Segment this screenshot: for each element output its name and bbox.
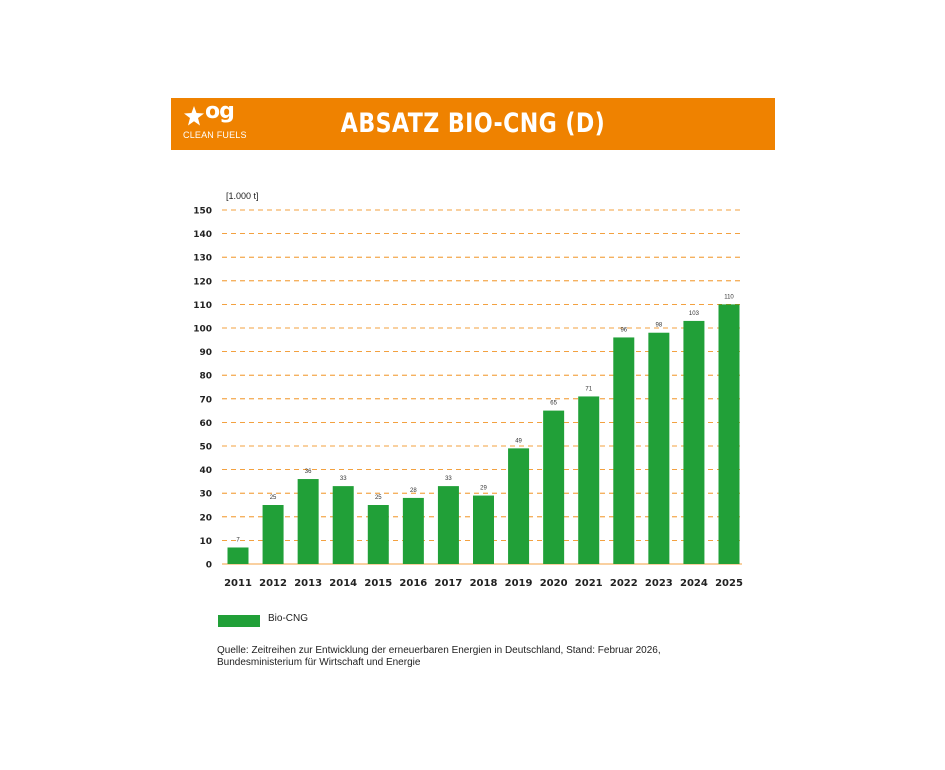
bar-2011 [227,547,249,564]
y-tick-label: 70 [199,395,212,405]
y-unit-label: [1.000 t] [226,191,259,201]
x-tick-label: 2015 [364,578,392,589]
x-tick-label: 2024 [680,578,708,589]
x-tick-label: 2011 [224,578,252,589]
header-banner: og CLEAN FUELS ABSATZ BIO-CNG (D) [171,98,775,150]
x-tick-label: 2018 [470,578,498,589]
og-clean-fuels-logo: og CLEAN FUELS [183,99,253,145]
bar-2024 [683,320,705,564]
y-tick-label: 140 [193,230,212,240]
y-tick-label: 130 [193,254,212,264]
bar-2017 [437,486,459,564]
bar-2013 [297,479,319,564]
bar-2022 [613,337,635,564]
page-title: ABSATZ BIO-CNG (D) [340,108,606,139]
source-note: Quelle: Zeitreihen zur Entwicklung der e… [217,645,737,669]
source-line-2: Bundesministerium für Wirtschaft und Ene… [217,657,421,668]
y-tick-label: 80 [199,372,212,382]
legend-swatch-bio-cng [218,615,260,627]
bar-2023 [648,332,670,564]
y-tick-label: 90 [199,348,212,358]
data-label: 36 [305,469,312,475]
x-tick-label: 2020 [540,578,568,589]
data-label: 71 [585,386,592,392]
y-tick-label: 150 [193,207,212,217]
data-label: 25 [270,495,277,501]
bar-2014 [332,486,354,564]
x-tick-label: 2019 [505,578,533,589]
bar-2018 [473,495,494,564]
y-axis-ticks: 0 10 20 30 40 50 60 70 80 90 100 110 120 130 140 150 [193,207,212,571]
logo-wordmark: og [205,99,235,124]
x-tick-label: 2013 [294,578,322,589]
x-axis-ticks: 2011 2012 2013 2014 2015 2016 2017 2018 2019 2020… [224,578,743,589]
data-labels: 7 25 36 33 25 28 33 29 49 65 71 96 98 103 110 [236,294,734,543]
bar-2021 [578,396,600,564]
x-tick-label: 2025 [715,578,743,589]
y-tick-label: 30 [199,490,212,500]
y-tick-label: 40 [199,466,212,476]
x-tick-label: 2017 [435,578,463,589]
data-label: 7 [236,537,240,543]
data-label: 65 [550,401,557,407]
x-tick-label: 2016 [399,578,427,589]
bar-2012 [262,505,284,564]
source-line-1: Quelle: Zeitreihen zur Entwicklung der e… [217,645,661,656]
y-tick-label: 50 [199,443,212,453]
data-label: 98 [656,323,663,329]
x-tick-label: 2021 [575,578,603,589]
y-tick-label: 110 [193,301,212,311]
x-tick-label: 2012 [259,578,287,589]
bar-2019 [508,448,530,564]
star-person-icon [184,106,204,126]
y-tick-label: 10 [199,537,212,547]
data-label: 110 [724,294,734,300]
y-tick-label: 0 [206,561,212,571]
data-label: 33 [340,476,347,482]
y-tick-label: 100 [193,325,212,335]
data-label: 33 [445,476,452,482]
x-tick-label: 2014 [329,578,357,589]
data-label: 103 [689,311,700,317]
x-tick-label: 2023 [645,578,673,589]
data-label: 25 [375,495,382,501]
bar-2025 [718,304,740,564]
x-tick-label: 2022 [610,578,638,589]
logo-subtext: CLEAN FUELS [183,130,247,140]
data-label: 28 [410,488,417,494]
y-tick-label: 60 [199,419,212,429]
bar-2016 [402,497,424,564]
bar-2015 [367,505,389,564]
bar-2020 [543,410,565,564]
data-label: 29 [480,486,487,492]
y-tick-label: 120 [193,277,212,287]
y-tick-label: 20 [199,513,212,523]
data-label: 49 [515,438,522,444]
bars [227,304,740,564]
legend-label: Bio-CNG [268,613,309,624]
data-label: 96 [620,327,627,333]
